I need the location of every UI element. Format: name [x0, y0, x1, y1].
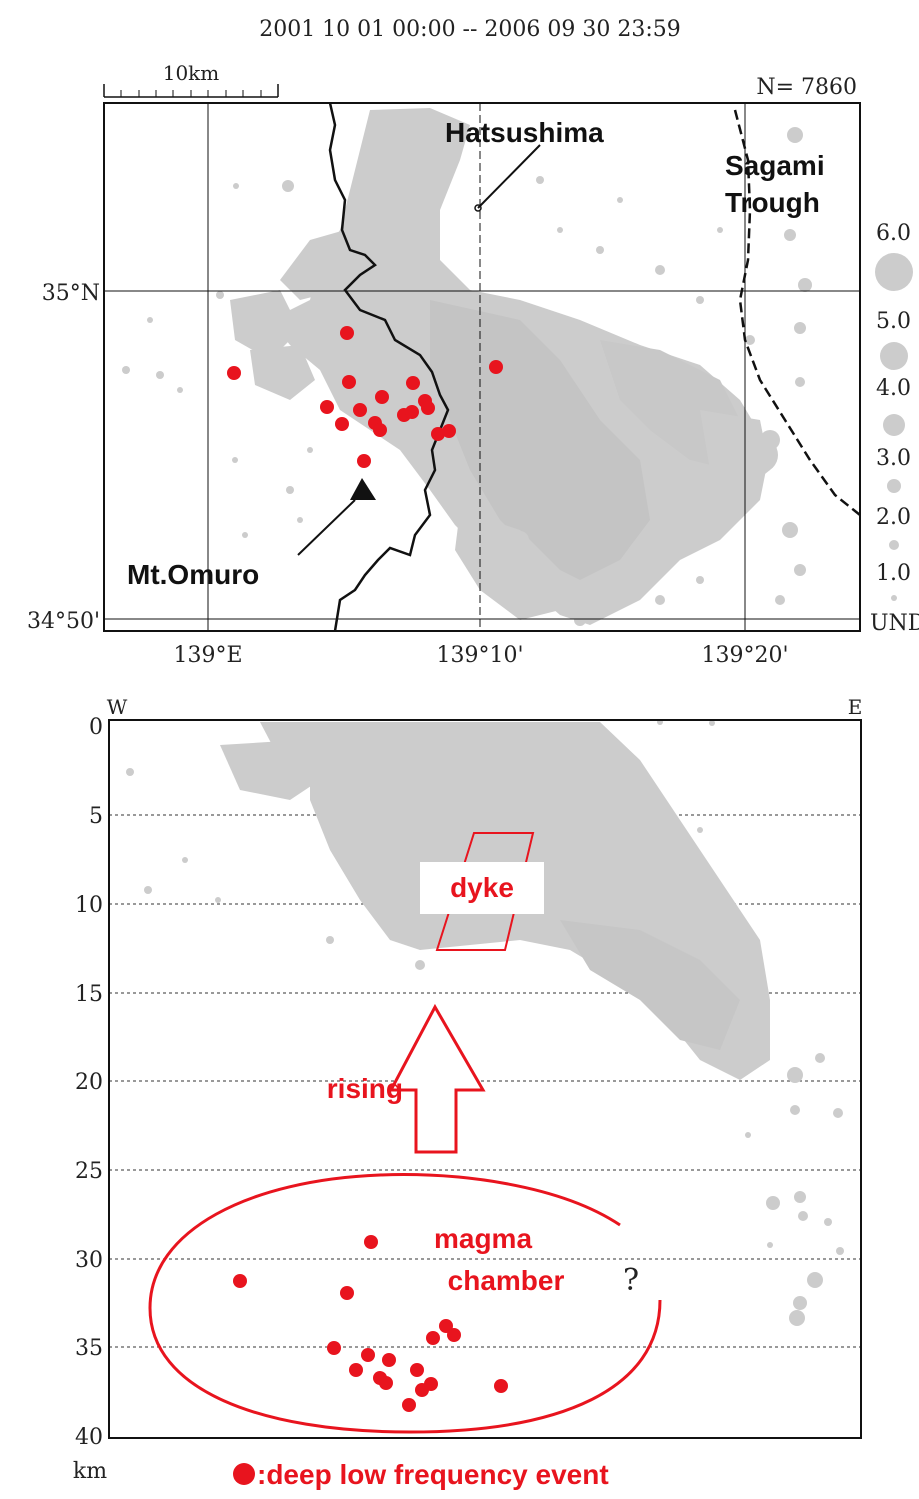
- section-deep-events: [233, 1235, 508, 1412]
- deep-event-point: [405, 405, 419, 419]
- deep-event-point: [424, 1377, 438, 1391]
- dyke-label: dyke: [450, 872, 514, 903]
- deep-event-point: [364, 1235, 378, 1249]
- lon-label-13920: 139°20': [701, 643, 788, 668]
- depth-tick-labels: 0 5 10 15 20 25 30 35 40: [75, 715, 103, 1450]
- magnitude-label-4: 4.0: [876, 376, 911, 401]
- section-frame: [108, 719, 862, 1439]
- deep-event-point: [340, 326, 354, 340]
- deep-event-point: [357, 454, 371, 468]
- magnitude-label-3: 3.0: [876, 446, 911, 471]
- lon-label-139e: 139°E: [173, 643, 242, 668]
- sagami-label-line1: Sagami: [725, 150, 825, 181]
- east-label: E: [848, 695, 863, 719]
- map-frame: [103, 102, 861, 632]
- deep-event-point: [320, 400, 334, 414]
- magma-label-line2: chamber: [448, 1265, 565, 1296]
- depth-tick: 0: [89, 715, 103, 740]
- depth-tick: 15: [75, 982, 103, 1007]
- deep-event-point: [442, 424, 456, 438]
- map-deep-events: [227, 326, 503, 468]
- depth-tick: 35: [75, 1336, 103, 1361]
- magnitude-legend: 6.0 5.0 4.0 3.0 2.0 1.0 UND: [870, 221, 919, 636]
- omuro-label: Mt.Omuro: [127, 559, 259, 590]
- map-graticule: [104, 103, 860, 631]
- depth-tick: 30: [75, 1248, 103, 1273]
- deep-event-point: [421, 401, 435, 415]
- lat-label-35n: 35°N: [42, 281, 100, 306]
- sagami-label-line2: Trough: [725, 187, 820, 218]
- depth-tick: 5: [89, 804, 103, 829]
- deep-event-point: [373, 423, 387, 437]
- lat-label-3450: 34°50': [27, 609, 100, 634]
- deep-event-point: [439, 1319, 453, 1333]
- question-mark: ?: [623, 1263, 639, 1298]
- deep-event-point: [379, 1376, 393, 1390]
- magnitude-symbol-5: [880, 342, 908, 370]
- deep-event-point: [340, 1286, 354, 1300]
- magnitude-label-2: 2.0: [876, 505, 911, 530]
- depth-tick: 25: [75, 1159, 103, 1184]
- deep-event-legend-label: :deep low frequency event: [257, 1459, 609, 1490]
- depth-unit-label: km: [73, 1459, 107, 1484]
- rising-label: rising: [327, 1073, 403, 1104]
- magma-chamber-ellipse: [148, 1173, 662, 1434]
- lon-label-13910: 139°10': [436, 643, 523, 668]
- deep-event-point: [233, 1274, 247, 1288]
- depth-tick: 40: [75, 1425, 103, 1450]
- depth-tick: 10: [75, 893, 103, 918]
- period-title: 2001 10 01 00:00 -- 2006 09 30 23:59: [259, 17, 681, 42]
- magnitude-label-5: 5.0: [876, 309, 911, 334]
- hatsushima-pointer: [477, 144, 541, 209]
- magnitude-symbol-4: [883, 414, 905, 436]
- deep-event-point: [349, 1363, 363, 1377]
- west-label: W: [107, 695, 128, 719]
- scale-bar: [103, 84, 279, 98]
- deep-event-point: [327, 1341, 341, 1355]
- coastline: [328, 103, 450, 631]
- event-count: N= 7860: [756, 75, 857, 100]
- depth-tick: 20: [75, 1070, 103, 1095]
- magma-label-line1: magma: [434, 1223, 532, 1254]
- volcano-triangle-icon: [350, 478, 376, 500]
- deep-event-point: [375, 390, 389, 404]
- deep-event-point: [342, 375, 356, 389]
- deep-event-point: [406, 376, 420, 390]
- dyke-outline: [420, 832, 544, 951]
- deep-event-point: [335, 417, 349, 431]
- scale-bar-label: 10km: [163, 61, 220, 85]
- deep-event-point: [410, 1363, 424, 1377]
- magnitude-label-und: UND: [870, 611, 919, 636]
- hatsushima-marker: [474, 204, 482, 212]
- deep-event-point: [402, 1398, 416, 1412]
- deep-event-point: [353, 403, 367, 417]
- map-seismicity: [122, 108, 812, 626]
- magnitude-symbol-1: [891, 595, 897, 601]
- hatsushima-label: Hatsushima: [445, 117, 604, 148]
- magnitude-symbol-2: [889, 540, 899, 550]
- deep-event-point: [494, 1379, 508, 1393]
- omuro-pointer: [297, 499, 356, 556]
- deep-event-point: [447, 1328, 461, 1342]
- deep-event-point: [382, 1353, 396, 1367]
- deep-event-point: [489, 360, 503, 374]
- magnitude-symbol-6: [875, 253, 913, 291]
- deep-event-legend-symbol: [233, 1463, 255, 1485]
- rising-arrow: [388, 1003, 486, 1154]
- magnitude-label-1: 1.0: [876, 561, 911, 586]
- magnitude-label-6: 6.0: [876, 221, 911, 246]
- deep-event-point: [227, 366, 241, 380]
- deep-event-point: [431, 427, 445, 441]
- deep-event-point: [426, 1331, 440, 1345]
- deep-event-point: [361, 1348, 375, 1362]
- magnitude-symbol-3: [887, 479, 901, 493]
